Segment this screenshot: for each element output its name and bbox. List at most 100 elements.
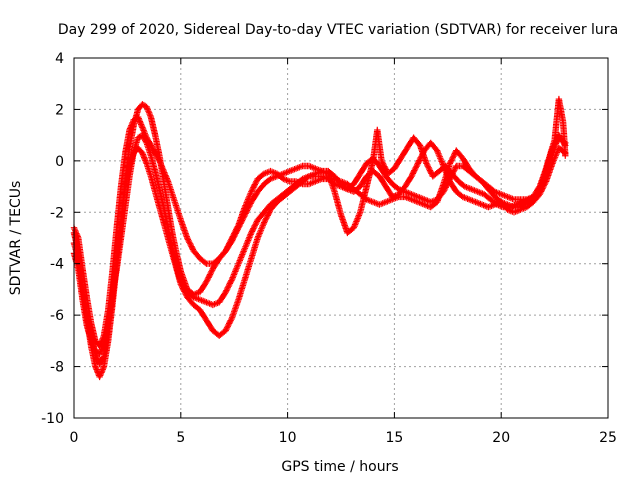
data-point — [542, 161, 556, 185]
data-point — [344, 180, 356, 192]
data-point — [169, 245, 180, 268]
data-point — [350, 185, 363, 197]
data-point — [305, 178, 317, 188]
data-point — [382, 173, 395, 186]
data-point — [472, 198, 484, 208]
data-point — [241, 200, 254, 219]
x-tick-label: 15 — [385, 430, 403, 446]
data-point — [427, 139, 440, 153]
data-point — [100, 321, 111, 347]
data-point — [254, 220, 267, 242]
data-point — [357, 161, 369, 177]
data-point — [280, 168, 292, 177]
data-point — [216, 328, 228, 339]
y-tick-label: -4 — [50, 257, 64, 273]
data-point — [416, 142, 430, 166]
data-layer — [70, 95, 569, 381]
data-point — [164, 224, 176, 250]
data-point — [235, 277, 248, 303]
data-point — [87, 337, 98, 353]
data-point — [466, 165, 478, 179]
data-point — [152, 167, 163, 191]
data-point — [216, 290, 229, 306]
data-point — [350, 210, 363, 231]
data-point — [92, 347, 102, 357]
data-point — [196, 306, 209, 323]
data-point — [254, 171, 266, 183]
data-point — [498, 191, 510, 200]
data-point — [562, 139, 569, 147]
data-point — [113, 236, 124, 273]
data-point — [376, 162, 389, 179]
data-point — [147, 173, 158, 194]
data-point — [433, 182, 447, 206]
tick-layer: 0 5 10 15 20 25 -10 -8 -6 -4 -2 0 2 4 — [41, 51, 617, 446]
data-point — [139, 131, 150, 145]
data-point — [429, 169, 442, 180]
data-point — [222, 277, 235, 296]
data-point — [397, 146, 410, 162]
data-point — [228, 225, 241, 244]
data-point — [357, 191, 369, 202]
data-point — [241, 231, 254, 252]
data-point — [337, 211, 351, 235]
x-axis-title: GPS time / hours — [281, 459, 398, 475]
data-point — [485, 185, 497, 199]
data-point — [241, 257, 254, 283]
data-point — [109, 226, 120, 275]
data-point — [113, 185, 124, 231]
data-point — [147, 113, 158, 137]
data-point — [510, 207, 522, 216]
data-point — [273, 192, 286, 203]
data-point — [254, 210, 267, 224]
data-point — [222, 315, 235, 334]
data-point — [117, 151, 129, 190]
x-tick-label: 10 — [279, 430, 297, 446]
data-point — [376, 173, 389, 189]
data-point — [260, 202, 273, 216]
data-point — [83, 322, 94, 343]
data-point — [530, 192, 542, 206]
y-tick-label: 0 — [55, 154, 64, 170]
data-point — [248, 236, 261, 262]
data-point — [241, 190, 254, 211]
data-point — [455, 178, 467, 189]
data-point — [156, 203, 167, 225]
data-point — [350, 171, 363, 188]
data-point — [117, 205, 129, 242]
x-tick-label: 20 — [492, 430, 510, 446]
data-point — [369, 198, 381, 208]
data-point — [536, 166, 549, 190]
data-point — [440, 161, 453, 188]
data-point — [134, 132, 145, 141]
data-point — [401, 174, 414, 190]
data-point — [260, 176, 273, 188]
data-point — [453, 147, 465, 161]
y-tick-label: -2 — [50, 205, 64, 221]
data-point — [147, 142, 158, 156]
data-series — [325, 144, 569, 216]
data-point — [305, 162, 317, 172]
data-point — [177, 278, 190, 294]
data-point — [325, 167, 337, 179]
data-point — [408, 161, 421, 180]
data-point — [248, 218, 261, 237]
data-point — [280, 187, 292, 198]
y-tick-label: -8 — [50, 360, 64, 376]
data-point — [478, 178, 491, 192]
x-tick-label: 0 — [70, 430, 79, 446]
data-point — [536, 179, 549, 198]
data-point — [344, 225, 356, 237]
y-tick-label: -10 — [41, 411, 64, 427]
data-point — [222, 238, 235, 255]
data-point — [549, 146, 562, 167]
data-point — [391, 156, 404, 172]
y-tick-label: 2 — [55, 102, 64, 118]
data-point — [369, 155, 382, 168]
data-point — [459, 155, 472, 171]
data-point — [228, 262, 241, 283]
data-point — [446, 164, 459, 183]
data-point — [491, 188, 503, 197]
data-point — [130, 107, 141, 129]
